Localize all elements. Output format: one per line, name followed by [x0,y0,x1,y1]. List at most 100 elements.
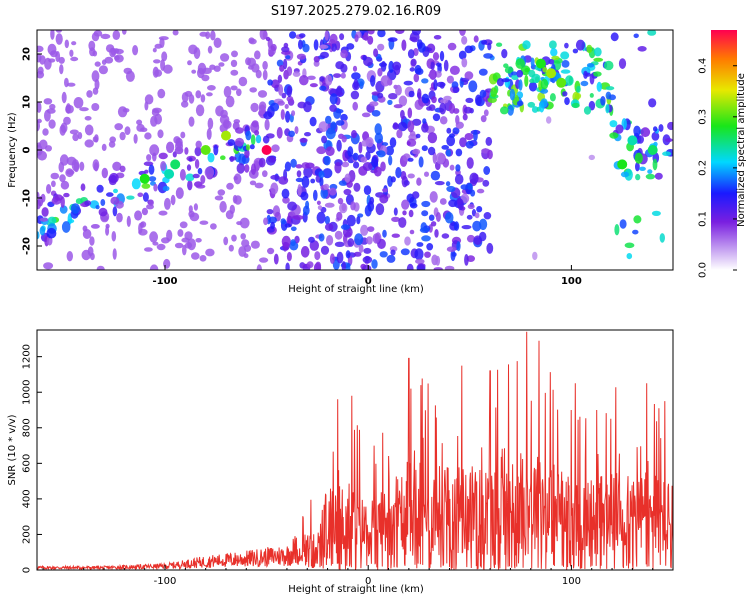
heatmap-cell [334,162,342,174]
heatmap-cell [250,102,259,113]
heatmap-cell [516,69,524,78]
heatmap-cell [250,163,257,175]
heatmap-cell [564,75,574,86]
heatmap-cell [200,175,206,184]
heatmap-cell [108,141,116,148]
heatmap-cell [94,134,99,143]
heatmap-cell [427,132,438,144]
heatmap-cell [324,74,333,86]
heatmap-cell [299,75,309,86]
heatmap-cell [343,188,352,196]
heatmap-cell [126,215,131,227]
heatmap-cell [416,177,422,186]
heatmap-cell [455,121,464,129]
heatmap-cell [298,39,303,50]
heatmap-cell [233,173,242,185]
heatmap-cell [219,114,230,125]
heatmap-cell [336,85,343,96]
heatmap-cell [388,93,398,100]
heatmap-cell [336,139,342,152]
heatmap-cell [55,33,63,45]
heatmap-cell [468,80,478,93]
heatmap-cell [418,156,424,168]
heatmap-cell [279,64,285,72]
heatmap-cell [236,163,245,174]
heatmap-cell [387,99,393,105]
heatmap-cell [43,98,53,105]
heatmap-cell [206,92,213,97]
heatmap-cell [109,178,117,186]
heatmap-y-tick-label: 20 [22,47,33,61]
heatmap-cell [214,195,224,201]
heatmap-cell [153,59,161,64]
heatmap-cell [564,97,570,106]
heatmap-cell [490,87,498,98]
heatmap-cell [319,76,325,82]
heatmap-cell [353,79,359,89]
heatmap-cell [324,30,329,41]
heatmap-cell [111,231,117,242]
heatmap-cell [540,78,549,90]
heatmap-cell [424,171,429,177]
heatmap-cell [421,145,428,152]
heatmap-cell [393,207,398,216]
heatmap-cell [281,92,287,99]
heatmap-hotspot [200,145,211,155]
heatmap-cell [593,57,604,62]
heatmap-cell [172,30,179,36]
heatmap-cell [39,55,46,65]
heatmap-cell [323,183,330,190]
heatmap-cell [483,53,493,59]
heatmap-cell [264,118,270,131]
heatmap-cell [449,65,460,76]
heatmap-cell [421,93,430,104]
heatmap-cell [206,128,212,140]
heatmap-cell [277,100,285,106]
heatmap-x-axis-label: Height of straight line (km) [288,284,424,295]
heatmap-cell [281,46,290,53]
heatmap-cell [473,129,478,142]
heatmap-cell [445,181,451,187]
heatmap-cell [367,30,375,35]
heatmap-cell [292,71,301,77]
heatmap-cell [175,140,183,152]
heatmap-cell [177,229,184,237]
heatmap-cell [620,171,630,178]
heatmap-cell [396,129,403,139]
heatmap-cell [241,239,250,248]
heatmap-cell [465,97,474,103]
heatmap-cell [304,132,311,137]
heatmap-cell [77,132,83,140]
snr-y-tick-label: 1200 [22,344,33,369]
heatmap-cell [473,35,479,43]
heatmap-cell [194,159,200,169]
heatmap-cell [441,145,450,150]
heatmap-cell [37,191,40,199]
heatmap-cell [250,134,256,146]
heatmap-cell [195,238,202,243]
heatmap-cell [398,217,407,228]
heatmap-cell [126,195,135,200]
heatmap-cell [433,267,443,270]
heatmap-cell [59,64,64,75]
heatmap-cell [276,127,283,139]
heatmap-cell [549,40,557,49]
heatmap-cell [409,67,415,72]
heatmap-cell [329,253,335,264]
heatmap-cell [353,161,360,169]
heatmap-hotspot [627,135,638,146]
heatmap-cell [194,146,202,157]
heatmap-cell [318,233,325,242]
heatmap-cell [375,203,385,216]
snr-x-tick-label: -100 [154,576,177,587]
snr-x-tick-label: 0 [365,576,371,587]
heatmap-cell [333,73,342,78]
heatmap-cell [294,126,299,135]
heatmap-cell [433,79,438,91]
heatmap-cell [334,230,343,240]
heatmap-cell [61,91,67,104]
heatmap-cell [530,57,535,67]
heatmap-cell [640,127,651,138]
snr-y-tick-label: 1000 [22,379,33,404]
heatmap-cell [344,173,351,183]
